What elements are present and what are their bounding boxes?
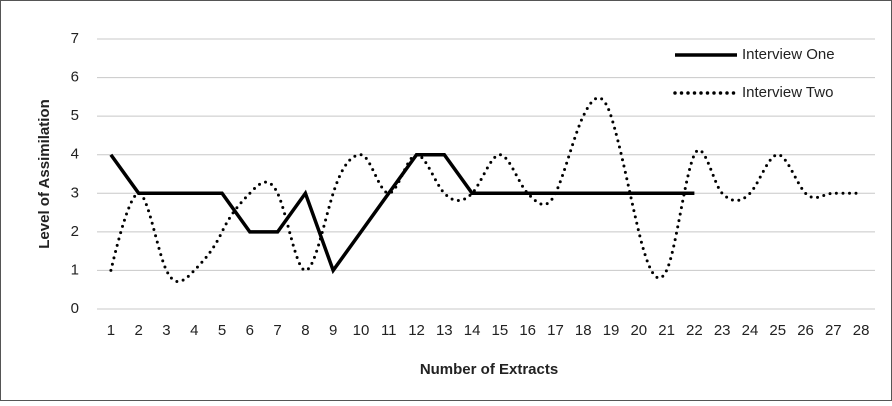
x-tick-label: 12 [408,322,425,339]
x-tick-label: 14 [464,322,481,339]
y-tick-label: 5 [71,107,79,124]
y-tick-label: 3 [71,184,79,201]
x-tick-label: 1 [107,322,115,339]
x-tick-label: 16 [519,322,536,339]
y-tick-label: 4 [71,146,79,163]
x-tick-label: 20 [630,322,647,339]
y-tick-label: 2 [71,223,79,240]
x-tick-label: 7 [273,322,281,339]
x-tick-label: 8 [301,322,309,339]
series-line [109,152,695,275]
x-tick-label: 2 [135,322,143,339]
x-tick-label: 22 [686,322,703,339]
x-axis-title: Number of Extracts [420,361,558,378]
y-tick-label: 6 [71,69,79,86]
x-tick-label: 24 [742,322,759,339]
x-tick-label: 23 [714,322,731,339]
x-tick-label: 13 [436,322,453,339]
x-tick-label: 9 [329,322,337,339]
x-tick-label: 17 [547,322,564,339]
x-tick-label: 11 [381,322,397,339]
y-tick-label: 7 [71,30,79,47]
x-tick-label: 19 [603,322,620,339]
x-tick-label: 18 [575,322,592,339]
x-tick-label: 6 [246,322,254,339]
x-tick-label: 5 [218,322,226,339]
x-tick-label: 26 [797,322,814,339]
y-axis-title: Level of Assimilation [36,99,53,248]
y-tick-label: 0 [71,300,79,317]
x-tick-label: 10 [353,322,370,339]
series-line [109,96,863,283]
x-tick-label: 28 [853,322,870,339]
x-tick-label: 27 [825,322,842,339]
x-tick-label: 3 [162,322,170,339]
legend-label: Interview One [742,46,835,63]
x-tick-label: 15 [492,322,509,339]
x-tick-label: 4 [190,322,198,339]
y-tick-label: 1 [71,261,79,278]
x-tick-label: 21 [658,322,675,339]
x-tick-label: 25 [769,322,786,339]
legend-label: Interview Two [742,84,833,101]
